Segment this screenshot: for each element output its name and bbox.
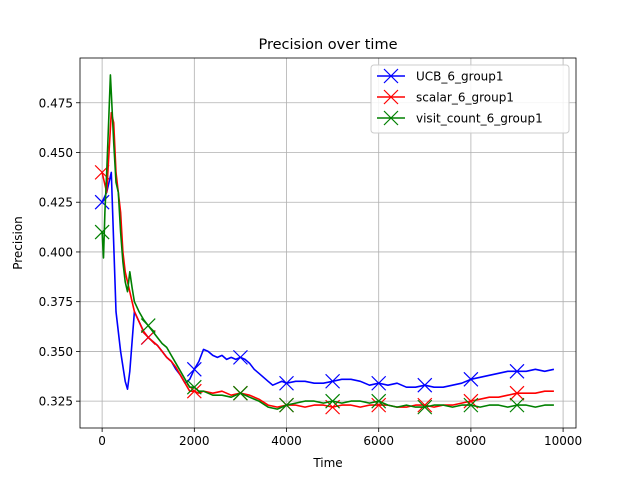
series-line <box>101 111 554 408</box>
series-marker <box>232 349 248 365</box>
series-marker <box>417 399 433 415</box>
chart-title: Precision over time <box>258 37 397 53</box>
series-marker <box>417 377 433 393</box>
legend-label: UCB_6_group1 <box>416 70 504 84</box>
legend-marker <box>383 68 399 84</box>
legend-item: UCB_6_group1 <box>377 68 504 84</box>
series-marker <box>186 361 202 377</box>
x-axis-label: Time <box>312 456 342 470</box>
series-marker <box>232 385 248 401</box>
x-tick-label: 0 <box>98 434 106 448</box>
legend: UCB_6_group1 scalar_6_group1 visit_count_6… <box>370 64 570 134</box>
series-visit_count_6_group1 <box>94 74 554 415</box>
x-tick-label: 2000 <box>179 434 210 448</box>
series-marker <box>463 397 479 413</box>
legend-box <box>370 64 570 134</box>
series-marker <box>186 379 202 395</box>
legend-marker <box>383 110 399 126</box>
legend-item: scalar_6_group1 <box>377 89 514 105</box>
series-marker <box>279 375 294 391</box>
y-tick-label: 0.375 <box>39 295 73 309</box>
plot-frame <box>79 57 577 429</box>
series-marker <box>325 373 341 389</box>
y-axis: 0.325 0.350 0.375 0.400 0.425 0.450 0.475 <box>39 96 80 409</box>
series-marker <box>94 194 110 210</box>
legend-label: visit_count_6_group1 <box>416 112 543 126</box>
y-tick-label: 0.350 <box>39 345 73 359</box>
x-tick-label: 8000 <box>456 434 487 448</box>
x-tick-label: 6000 <box>363 434 394 448</box>
y-tick-label: 0.325 <box>39 395 73 409</box>
y-tick-label: 0.425 <box>39 196 73 210</box>
x-axis: 0 2000 4000 6000 8000 10000 <box>98 428 582 448</box>
x-tick-label: 4000 <box>271 434 302 448</box>
y-tick-label: 0.475 <box>39 96 73 110</box>
y-axis-label: Precision <box>11 216 25 270</box>
legend-marker <box>383 89 399 105</box>
series-marker <box>371 393 387 409</box>
series-marker <box>509 397 525 413</box>
series-marker <box>463 371 479 387</box>
series-marker <box>371 397 387 413</box>
series-layer <box>94 74 555 415</box>
series-marker <box>140 318 156 333</box>
series-marker <box>325 393 341 409</box>
legend-item: visit_count_6_group1 <box>377 110 543 126</box>
series-marker <box>94 224 110 240</box>
series-marker <box>417 397 433 413</box>
series-marker <box>509 363 525 379</box>
y-tick-label: 0.450 <box>39 146 73 160</box>
y-tick-label: 0.400 <box>39 245 73 259</box>
x-tick-label: 10000 <box>544 434 582 448</box>
series-line <box>101 74 554 410</box>
series-marker <box>279 397 294 413</box>
legend-label: scalar_6_group1 <box>416 91 514 105</box>
series-marker <box>509 385 525 401</box>
series-marker <box>371 375 387 391</box>
